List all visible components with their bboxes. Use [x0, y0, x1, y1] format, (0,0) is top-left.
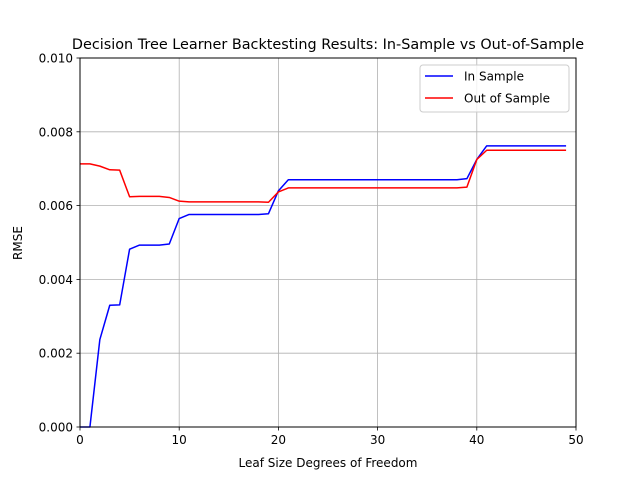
y-tick-label: 0.008 — [39, 125, 73, 139]
y-tick-label: 0.000 — [39, 421, 73, 435]
y-axis-label: RMSE — [11, 226, 25, 260]
legend-label: In Sample — [464, 70, 524, 84]
legend-label: Out of Sample — [464, 92, 550, 106]
x-tick-label: 20 — [271, 433, 286, 447]
series-lines — [80, 145, 567, 428]
grid — [79, 57, 577, 428]
y-tick-label: 0.002 — [39, 347, 73, 361]
series-line-in-sample — [80, 145, 567, 428]
legend: In Sample Out of Sample — [419, 64, 570, 113]
x-axis-label: Leaf Size Degrees of Freedom — [239, 456, 418, 470]
plot-area — [80, 58, 576, 427]
x-axis-ticks: 0 10 20 30 40 50 — [76, 427, 584, 447]
x-tick-label: 10 — [172, 433, 187, 447]
y-tick-label: 0.010 — [39, 52, 73, 66]
x-tick-label: 30 — [370, 433, 385, 447]
x-tick-label: 0 — [76, 433, 84, 447]
plot-frame — [79, 57, 577, 428]
legend-frame — [419, 64, 570, 113]
y-tick-label: 0.004 — [39, 273, 73, 287]
chart-title: Decision Tree Learner Backtesting Result… — [72, 37, 584, 53]
y-axis-ticks: 0.000 0.002 0.004 0.006 0.008 0.010 — [39, 52, 80, 435]
x-tick-label: 40 — [469, 433, 484, 447]
y-tick-label: 0.006 — [39, 199, 73, 213]
series-line-out-of-sample — [80, 149, 567, 204]
x-tick-label: 50 — [568, 433, 583, 447]
